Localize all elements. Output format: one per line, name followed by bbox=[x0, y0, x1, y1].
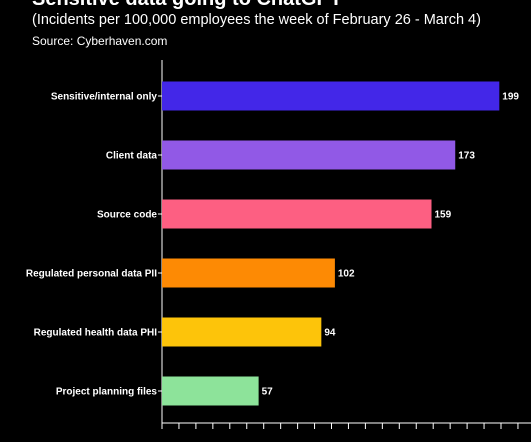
value-label: 159 bbox=[435, 210, 452, 221]
category-label: Regulated personal data PII bbox=[26, 269, 157, 280]
bar bbox=[162, 140, 456, 170]
chart-header: Sensitive data going to ChatGPT (Inciden… bbox=[32, 0, 531, 49]
chart-subtitle: (Incidents per 100,000 employees the wee… bbox=[32, 12, 481, 28]
bar bbox=[162, 258, 335, 288]
value-label: 199 bbox=[502, 92, 519, 103]
value-label: 57 bbox=[262, 387, 274, 398]
category-label: Project planning files bbox=[56, 387, 158, 398]
category-label: Sensitive/internal only bbox=[51, 92, 158, 103]
value-label: 94 bbox=[324, 328, 336, 339]
value-label: 173 bbox=[458, 151, 475, 162]
bar bbox=[162, 317, 322, 347]
category-label: Client data bbox=[106, 151, 158, 162]
category-label: Regulated health data PHI bbox=[34, 328, 158, 339]
category-label: Source code bbox=[97, 210, 157, 221]
value-label: 102 bbox=[338, 269, 355, 280]
chart-source: Source: Cyberhaven.com bbox=[32, 34, 168, 48]
bar bbox=[162, 81, 500, 111]
chart-title: Sensitive data going to ChatGPT bbox=[32, 0, 531, 9]
bar bbox=[162, 199, 432, 229]
bar bbox=[162, 376, 259, 406]
